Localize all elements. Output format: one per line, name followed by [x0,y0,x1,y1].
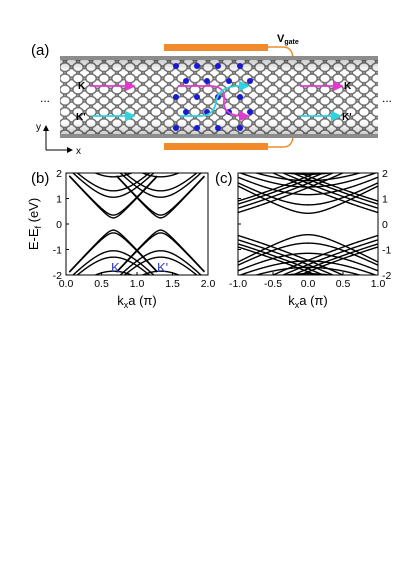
valley-label-K-left: K [78,81,86,92]
band-line [238,185,378,214]
band-line [69,151,157,168]
band-line [140,173,181,178]
band-line [72,250,155,275]
band-line [93,270,134,275]
band-line [281,239,378,275]
bottom-gate-electrode [164,143,268,150]
panel-b-label: (b) [31,170,49,187]
left-ellipsis: ... [40,91,50,105]
band-line [253,173,363,182]
y-tick-label: -2 [382,270,391,282]
valley-label-Kp-left: K' [76,112,86,123]
band-line [140,270,181,275]
band-line [116,175,205,216]
panel-b-bands [68,151,205,275]
K-scattering-path [178,85,250,122]
y-tick-label: 1 [382,194,388,206]
x-tick-label: 0.5 [336,278,351,290]
valley-label-K-right: K [344,81,352,92]
panel-c: (c) -1.0 -0.5 0.0 0.5 1.0 2 1 0 -1 -2 kxa (π) [215,168,392,310]
panel-b-frame [65,172,209,276]
Kp-scattering-path [180,80,250,117]
y-tick-label: 2 [382,168,388,180]
band-line [253,266,363,275]
top-gate-electrode [164,44,268,51]
coordinate-axes [43,125,73,153]
panel-a-label: (a) [31,42,49,59]
band-line [290,243,378,275]
gate-voltage-label: Vgate [277,33,299,46]
y-tick-label: -2 [53,270,62,282]
band-line [72,173,155,198]
band-line [271,173,378,214]
band-line [281,173,378,209]
x-tick-label: 1.0 [130,278,145,290]
band-line [123,256,198,275]
band-line [280,173,336,175]
band-line [238,234,378,263]
band-line [298,246,378,275]
annotation-Kp: K' [157,260,168,275]
band-line [298,173,378,202]
x-tick-label: 0.0 [301,278,316,290]
band-line [93,173,134,178]
x-tick-label: 0.5 [94,278,109,290]
right-ellipsis: ... [382,91,392,105]
x-tick-label: 1.0 [371,278,386,290]
band-line [119,250,202,275]
y-tick-label: -1 [382,245,391,257]
y-axis-label: y [36,122,41,133]
band-line [238,252,378,272]
y-tick-label: 0 [56,219,62,231]
band-line [76,173,151,192]
band-line [123,173,198,192]
band-line [290,173,378,205]
annotation-K: K [111,260,120,275]
y-tick-label: 2 [56,168,62,180]
y-tick-label: 0 [382,219,388,231]
x-tick-label: 2.0 [201,278,216,290]
panel-c-label: (c) [215,170,233,187]
panel-b: (b) 0.0 0.5 1.0 1.5 2.0 2 1 0 -1 -2 K K' E-Ef (eV… [26,151,216,310]
x-axis-label: x [76,146,81,157]
y-tick-label: 1 [56,194,62,206]
band-line [119,173,202,198]
panel-c-xlabel: kxa (π) [288,293,327,310]
y-tick-label: -1 [53,245,62,257]
band-line [76,256,151,275]
panel-b-xlabel: kxa (π) [117,293,156,310]
panel-b-ylabel: E-Ef (eV) [26,198,43,250]
x-tick-label: -1.0 [229,278,247,290]
panel-c-ticks: -1.0 -0.5 0.0 0.5 1.0 2 1 0 -1 -2 [229,168,392,290]
band-line [238,176,378,196]
panel-a: (a) Vgate ... ... K K' K K' [31,33,392,157]
x-tick-label: -0.5 [264,278,282,290]
x-tick-label: 0.0 [59,278,74,290]
band-line [271,234,378,275]
band-line [117,151,205,168]
valley-label-Kp-right: K' [342,112,352,123]
band-line [116,232,205,273]
x-tick-label: 1.5 [165,278,180,290]
panel-b-ticks: 0.0 0.5 1.0 1.5 2.0 2 1 0 -1 -2 [53,168,216,290]
